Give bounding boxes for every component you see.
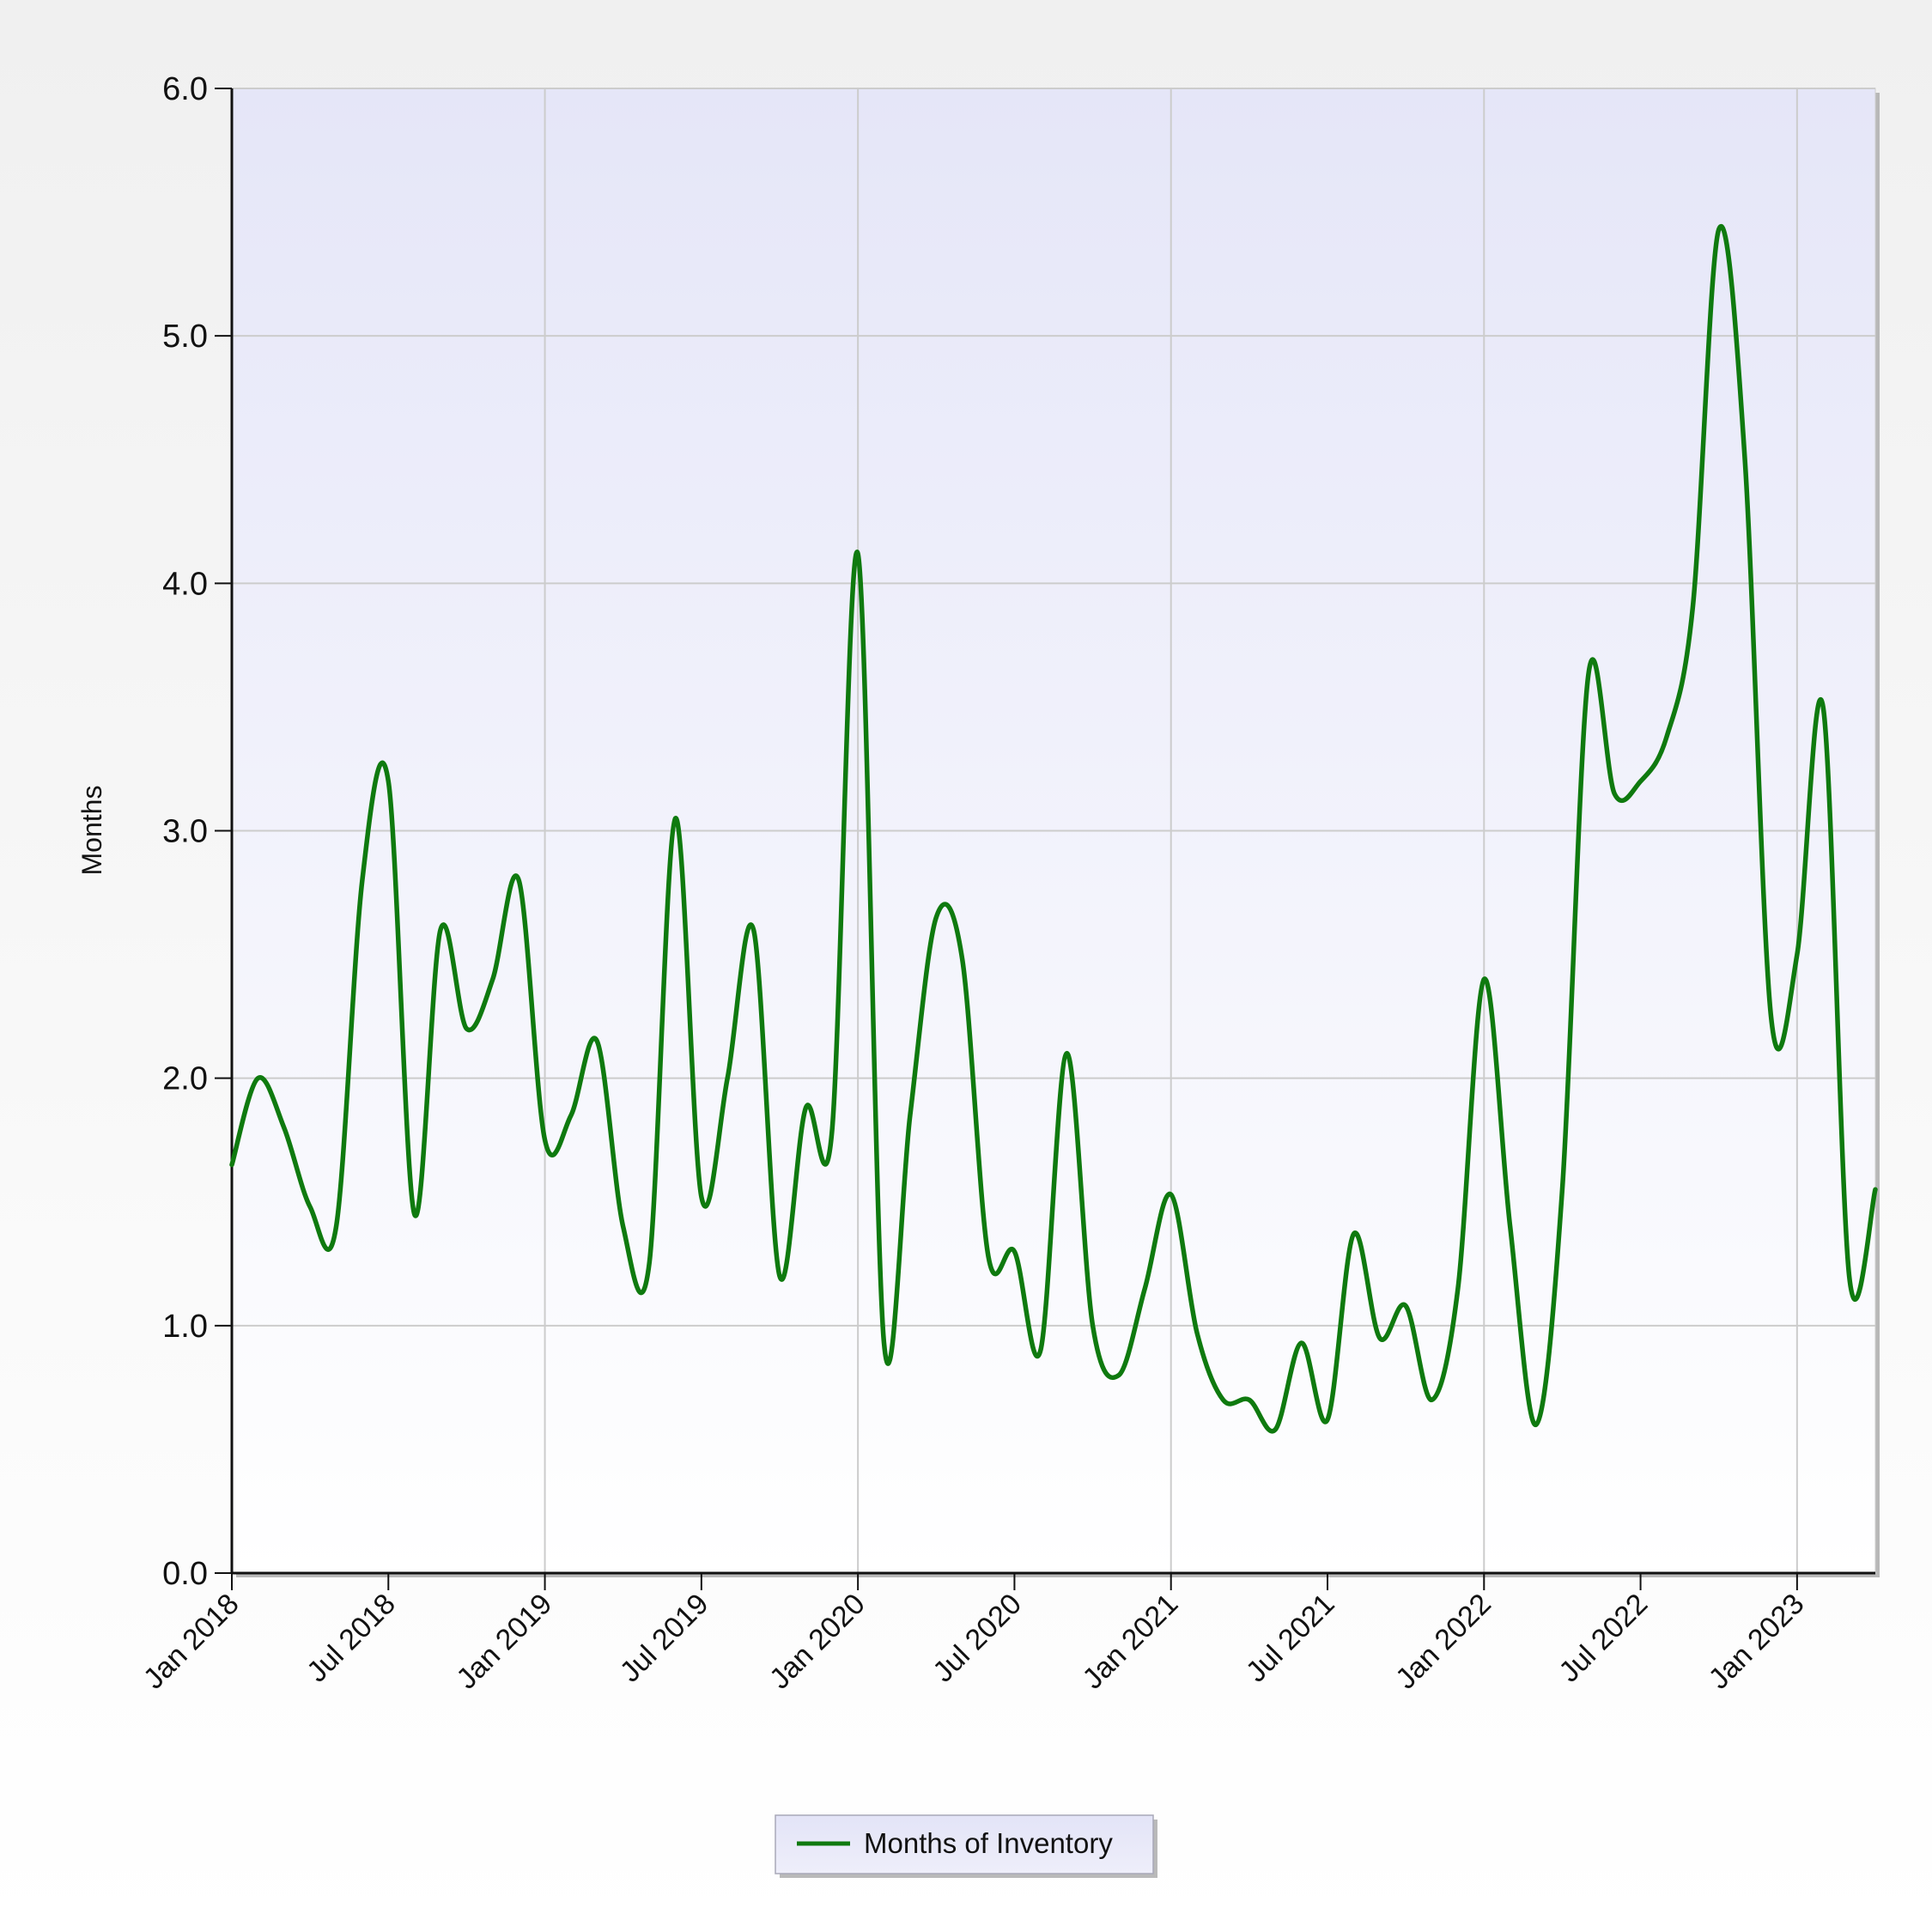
data-point [1273, 1427, 1278, 1432]
data-point [594, 1038, 599, 1043]
legend: Months of Inventory [775, 1814, 1157, 1878]
data-point [516, 878, 521, 883]
data-point [282, 1125, 287, 1130]
series-layer [229, 223, 1878, 1434]
data-point [1430, 1397, 1435, 1402]
data-point [1142, 1286, 1147, 1291]
data-point [699, 1194, 704, 1200]
data-point [1012, 1249, 1017, 1254]
data-point [1716, 227, 1722, 232]
y-tick-label: 3.0 [162, 814, 208, 850]
data-point [1064, 1051, 1069, 1056]
y-tick-label: 4.0 [162, 566, 208, 602]
x-tick-label: Jan 2023 [1703, 1588, 1811, 1696]
series-line-months-of-inventory [229, 223, 1878, 1434]
data-point [1455, 1286, 1461, 1291]
x-tick-label: Jul 2022 [1552, 1588, 1654, 1689]
x-tick-label: Jan 2018 [137, 1588, 246, 1696]
data-point [464, 1026, 469, 1031]
data-point [1873, 1187, 1878, 1192]
data-point [777, 1273, 782, 1279]
x-tick-label: Jul 2021 [1240, 1588, 1341, 1689]
x-tick-label: Jan 2020 [763, 1588, 872, 1696]
x-tick-label: Jan 2019 [450, 1588, 558, 1696]
data-point [386, 779, 391, 784]
x-tick-label: Jul 2019 [614, 1588, 715, 1689]
data-point [1742, 457, 1747, 462]
data-point [933, 914, 939, 920]
data-point [960, 957, 965, 962]
data-point [1038, 1348, 1043, 1353]
data-point [255, 1076, 260, 1081]
data-point [360, 878, 365, 883]
data-point [855, 551, 860, 556]
x-tick-label: Jul 2018 [301, 1588, 402, 1689]
x-tick-label: Jul 2020 [927, 1588, 1028, 1689]
y-tick-label: 5.0 [162, 319, 208, 355]
data-point [986, 1254, 991, 1259]
data-point [1795, 952, 1800, 957]
data-point [621, 1224, 626, 1230]
data-point [1377, 1335, 1382, 1340]
data-point [438, 927, 443, 933]
data-point [1769, 1014, 1774, 1019]
data-point [1559, 1187, 1564, 1192]
data-point [1194, 1331, 1200, 1336]
data-point [1508, 1224, 1513, 1230]
grid-lines [232, 88, 1875, 1573]
data-point [229, 1163, 234, 1168]
data-point [1091, 1323, 1096, 1328]
data-point [334, 1224, 339, 1230]
y-tick-label: 0.0 [162, 1556, 208, 1592]
x-tick-label: Jan 2021 [1077, 1588, 1185, 1696]
data-point [307, 1205, 313, 1210]
data-point [1481, 976, 1486, 981]
data-point [490, 976, 495, 981]
data-point [412, 1212, 417, 1217]
data-point [1664, 734, 1669, 739]
data-point [1690, 605, 1695, 611]
legend-item-label: Months of Inventory [864, 1827, 1113, 1859]
data-point [1325, 1417, 1330, 1422]
data-point [1847, 1273, 1852, 1279]
data-point [1169, 1192, 1174, 1197]
data-point [1612, 791, 1617, 796]
data-point [1221, 1397, 1226, 1402]
data-point [725, 1076, 730, 1081]
y-tick-label: 2.0 [162, 1061, 208, 1097]
data-point [1820, 704, 1826, 709]
data-point [1351, 1231, 1356, 1236]
data-point [751, 927, 756, 933]
data-point [1638, 779, 1643, 784]
data-point [882, 1340, 887, 1346]
y-tick-label: 6.0 [162, 71, 208, 107]
data-point [829, 1130, 835, 1135]
x-axis-ticks: Jan 2018 Jul 2018 Jan 2019 Jul 2019 Jan 2020… [137, 1573, 1811, 1696]
data-point [1586, 672, 1591, 677]
data-point [1403, 1303, 1408, 1309]
data-point [803, 1105, 808, 1110]
data-point [1247, 1397, 1252, 1402]
y-axis-ticks: 0.0 1.0 2.0 3.0 4.0 5.0 6.0 [162, 71, 232, 1592]
y-tick-label: 1.0 [162, 1309, 208, 1345]
data-point [908, 1113, 913, 1118]
data-point [1116, 1373, 1121, 1378]
data-point [568, 1113, 574, 1118]
data-point [673, 816, 678, 821]
data-point [543, 1138, 548, 1143]
data-point [1299, 1340, 1304, 1346]
data-point [1534, 1422, 1539, 1427]
x-tick-label: Jan 2022 [1389, 1588, 1498, 1696]
y-axis-label: Months [76, 786, 107, 876]
data-point [647, 1261, 652, 1267]
